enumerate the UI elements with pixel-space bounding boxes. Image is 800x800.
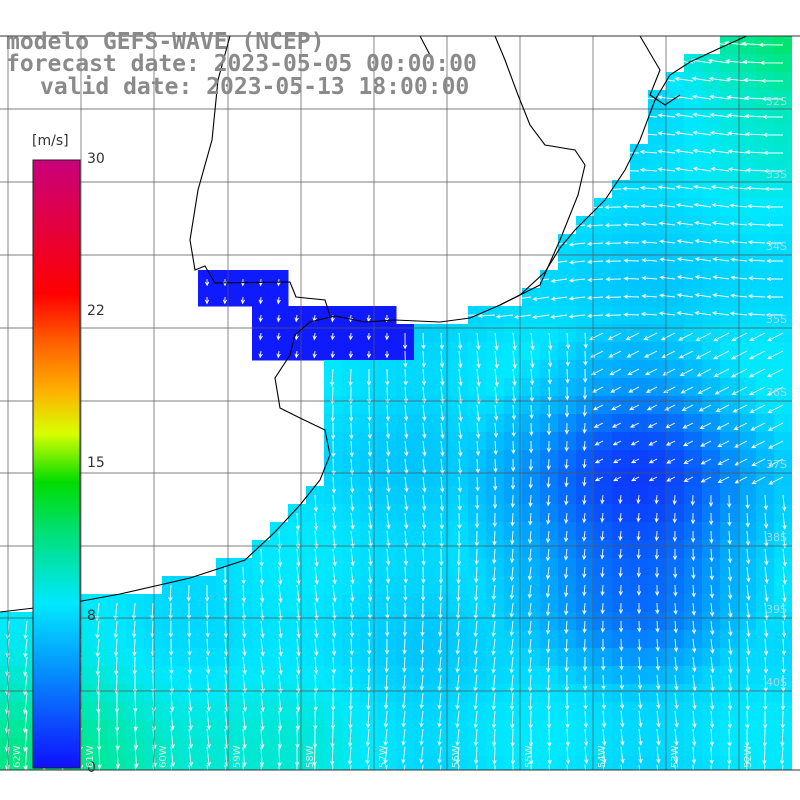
colorbar-tick-8: 8 xyxy=(87,608,96,624)
lon-label-54w: 54W xyxy=(597,745,608,768)
colorbar-tick-0: 0 xyxy=(87,760,96,776)
lon-label-52w: 52W xyxy=(743,745,754,768)
lon-label-62w: 62W xyxy=(12,745,23,768)
colorbar-unit: [m/s] xyxy=(32,133,69,149)
lon-label-59w: 59W xyxy=(232,745,243,768)
lat-label-34s: 34S xyxy=(766,240,787,253)
lon-label-60w: 60W xyxy=(158,745,169,768)
model-title: modelo GEFS-WAVE (NCEP) xyxy=(6,29,325,55)
coastline xyxy=(0,0,761,613)
lon-label-57w: 57W xyxy=(378,745,389,768)
lon-label-53w: 53W xyxy=(670,745,681,768)
forecast-date: forecast date: 2023-05-05 00:00:00 xyxy=(6,51,477,77)
colorbar-tick-22: 22 xyxy=(87,303,105,319)
wind-arrows xyxy=(4,40,787,789)
lat-label-35s: 35S xyxy=(766,313,787,326)
lon-label-55w: 55W xyxy=(524,745,535,768)
lon-label-56w: 56W xyxy=(451,745,462,768)
lat-label-33s: 33S xyxy=(766,168,787,181)
valid-date: valid date: 2023-05-13 18:00:00 xyxy=(40,74,470,100)
lat-label-40s: 40S xyxy=(766,676,787,689)
lat-label-37s: 37S xyxy=(766,458,787,471)
lat-lon-grid xyxy=(0,36,792,770)
lon-label-61w: 61W xyxy=(85,745,96,768)
lat-label-32s: 32S xyxy=(766,95,787,108)
lat-label-39s: 39S xyxy=(766,603,787,616)
colorbar xyxy=(32,159,81,769)
lon-label-58w: 58W xyxy=(305,745,316,768)
colorbar-tick-30: 30 xyxy=(87,151,105,167)
lat-label-36s: 36S xyxy=(766,386,787,399)
colorbar-tick-15: 15 xyxy=(87,455,105,471)
lat-label-38s: 38S xyxy=(766,531,787,544)
